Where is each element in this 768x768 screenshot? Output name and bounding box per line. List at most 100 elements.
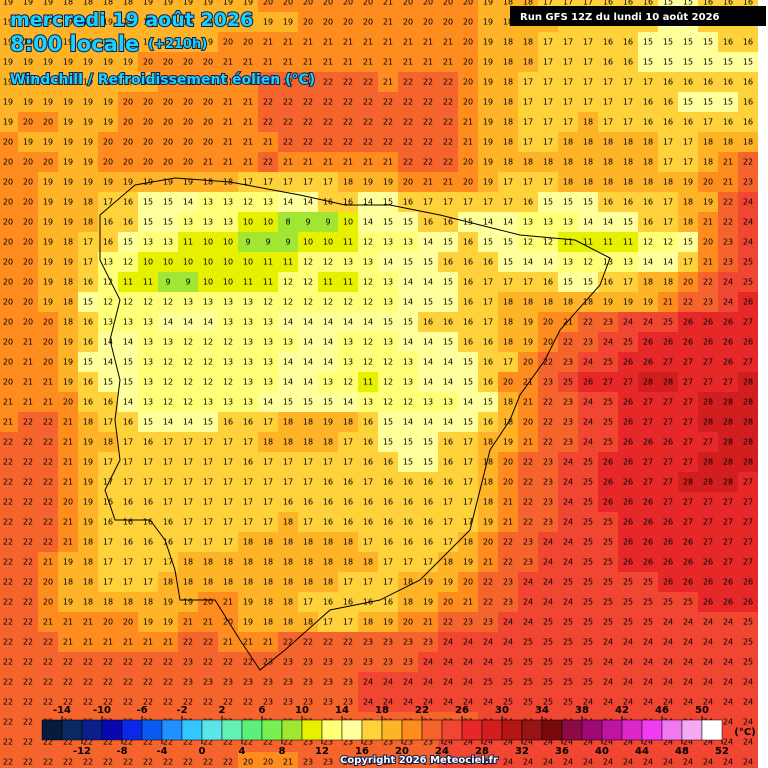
cell (738, 212, 758, 232)
cell (638, 32, 658, 52)
colorbar-swatch (101, 719, 123, 741)
cell-value: 22 (203, 638, 213, 647)
cell-value: 26 (723, 338, 733, 347)
cell (38, 0, 58, 12)
cell-value: 11 (583, 238, 593, 247)
cell-value: 17 (363, 478, 373, 487)
cell-value: 19 (43, 178, 53, 187)
cell-value: 16 (463, 318, 473, 327)
cell-value: 14 (303, 358, 313, 367)
cell-value: 18 (483, 458, 493, 467)
cell-value: 22 (563, 338, 573, 347)
cell-value: 16 (663, 98, 673, 107)
cell (178, 172, 198, 192)
cell-value: 16 (643, 218, 653, 227)
cell-value: 25 (523, 698, 533, 707)
cell-value: 25 (603, 618, 613, 627)
cell-value: 23 (283, 698, 293, 707)
cell-value: 24 (483, 698, 493, 707)
cell-value: 23 (383, 638, 393, 647)
cell-value: 24 (643, 678, 653, 687)
cell-value: 18 (523, 58, 533, 67)
cell-value: 18 (623, 158, 633, 167)
cell-value: 21 (443, 58, 453, 67)
cell (278, 72, 298, 92)
cell-value: 17 (683, 158, 693, 167)
cell (658, 192, 678, 212)
cell-value: 14 (643, 258, 653, 267)
cell-value: 18 (183, 558, 193, 567)
cell (298, 52, 318, 72)
cell-value: 24 (703, 758, 713, 767)
cell (0, 72, 18, 92)
cell (298, 192, 318, 212)
cell-value: 16 (363, 438, 373, 447)
cell (278, 32, 298, 52)
cell-value: 19 (483, 78, 493, 87)
cell-value: 13 (223, 358, 233, 367)
cell-value: 16 (123, 538, 133, 547)
cell-value: 17 (323, 618, 333, 627)
colorbar-swatch (641, 719, 663, 741)
cell (318, 192, 338, 212)
cell (0, 172, 18, 192)
cell-value: 15 (683, 58, 693, 67)
cell (178, 112, 198, 132)
cell-value: 21 (723, 158, 733, 167)
cell-value: 24 (583, 438, 593, 447)
cell (638, 92, 658, 112)
cell (38, 192, 58, 212)
cell-value: 15 (423, 458, 433, 467)
cell-value: 17 (203, 478, 213, 487)
cell (458, 72, 478, 92)
cell-value: 26 (623, 498, 633, 507)
cell-value: 18 (503, 38, 513, 47)
cell-value: 16 (143, 498, 153, 507)
cell (398, 192, 418, 212)
cell-value: 24 (463, 658, 473, 667)
cell-value: 22 (703, 278, 713, 287)
cell-value: 24 (683, 698, 693, 707)
cell-value: 22 (3, 578, 13, 587)
cell-value: 24 (543, 578, 553, 587)
cell-value: 17 (543, 38, 553, 47)
cell (338, 212, 358, 232)
cell (178, 132, 198, 152)
cell-value: 20 (143, 118, 153, 127)
cell-value: 22 (23, 418, 33, 427)
cell-value: 18 (263, 578, 273, 587)
cell-value: 16 (143, 518, 153, 527)
cell (438, 52, 458, 72)
cell (498, 212, 518, 232)
cell-value: 20 (463, 0, 473, 7)
cell-value: 21 (503, 498, 513, 507)
cell-value: 24 (543, 758, 553, 767)
cell-value: 15 (703, 38, 713, 47)
cell-value: 20 (183, 98, 193, 107)
cell-value: 16 (743, 0, 753, 7)
cell-value: 20 (363, 18, 373, 27)
cell-value: 22 (43, 418, 53, 427)
cell (378, 192, 398, 212)
cell-value: 17 (543, 118, 553, 127)
colorbar-label: 46 (655, 705, 669, 716)
cell-value: 14 (283, 378, 293, 387)
cell (658, 152, 678, 172)
cell-value: 20 (183, 158, 193, 167)
cell-value: 16 (123, 518, 133, 527)
cell (618, 32, 638, 52)
colorbar-swatch (521, 719, 543, 741)
colorbar-label: -4 (156, 746, 167, 757)
cell-value: 20 (223, 618, 233, 627)
cell-value: 19 (23, 98, 33, 107)
cell-value: 18 (283, 558, 293, 567)
cell-value: 9 (165, 278, 170, 287)
cell-value: 18 (283, 438, 293, 447)
cell (658, 232, 678, 252)
cell (18, 132, 38, 152)
cell (558, 72, 578, 92)
cell (418, 52, 438, 72)
cell-value: 13 (143, 238, 153, 247)
cell-value: 22 (343, 78, 353, 87)
